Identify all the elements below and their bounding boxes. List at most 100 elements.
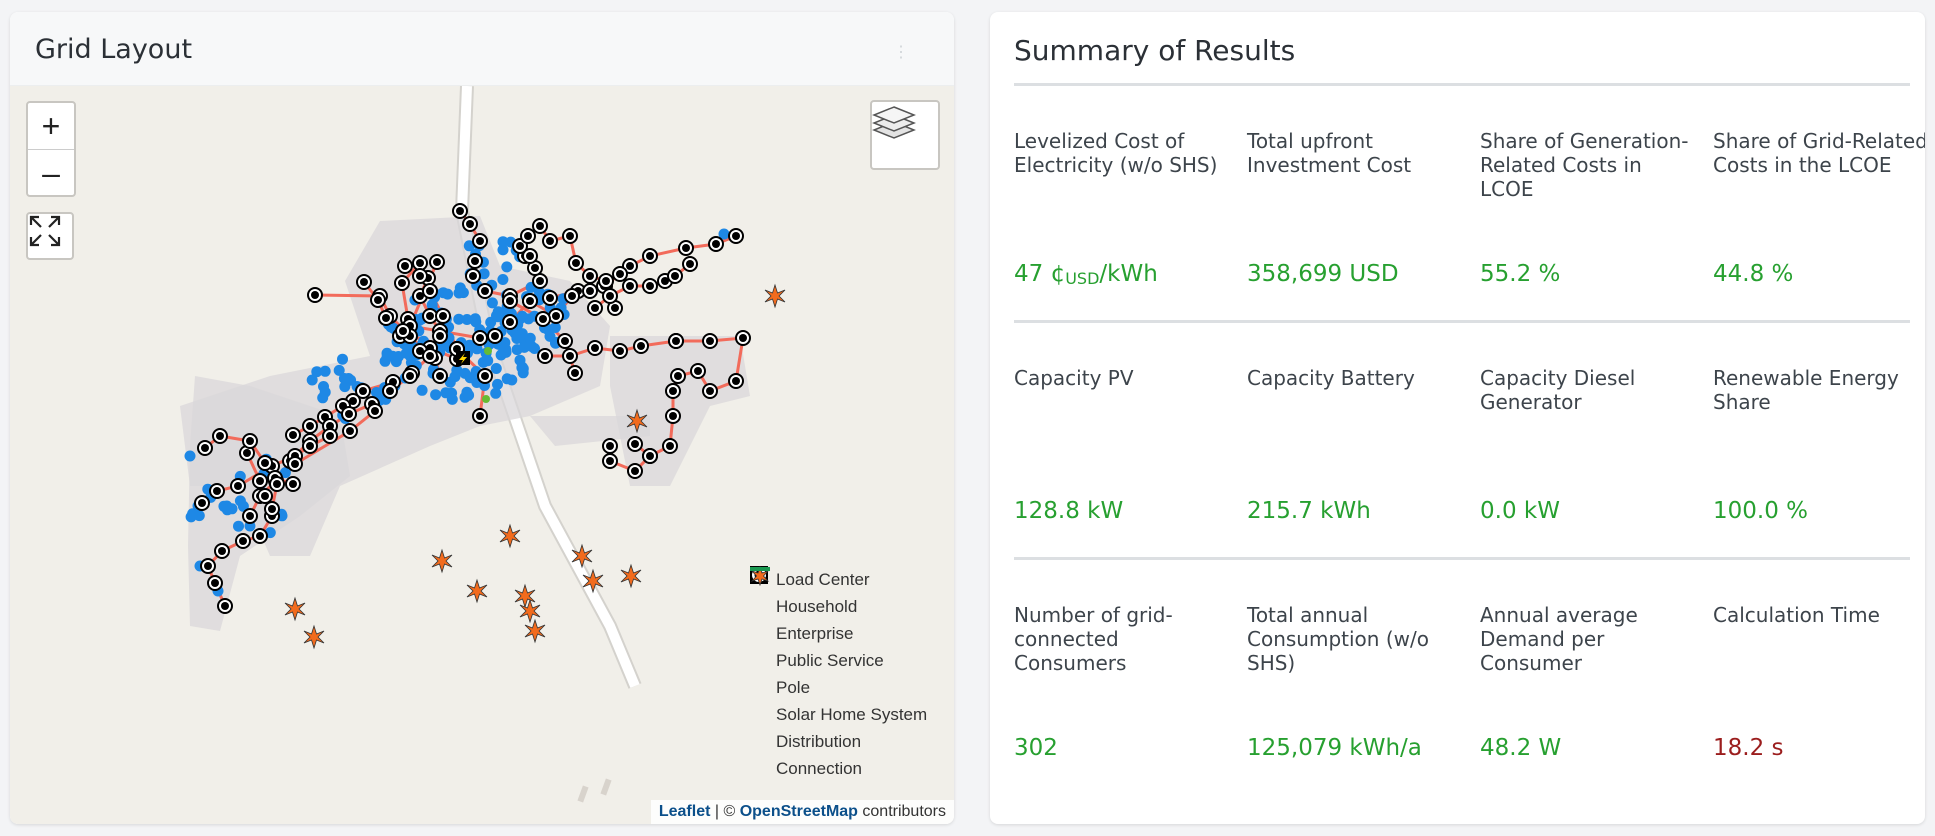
pole-marker[interactable] xyxy=(670,368,686,384)
household-marker[interactable] xyxy=(337,353,348,365)
household-marker[interactable] xyxy=(490,387,502,399)
household-marker[interactable] xyxy=(338,373,350,384)
household-marker[interactable] xyxy=(511,333,523,344)
pole-marker[interactable] xyxy=(665,408,681,424)
pole-marker[interactable] xyxy=(542,290,558,306)
household-marker[interactable] xyxy=(497,274,509,285)
pole-marker[interactable] xyxy=(612,343,628,359)
zoom-out-button[interactable]: – xyxy=(28,149,74,196)
pole-marker[interactable] xyxy=(257,455,273,471)
household-marker[interactable] xyxy=(461,386,473,398)
pole-marker[interactable] xyxy=(602,438,618,454)
pole-marker[interactable] xyxy=(557,333,573,349)
household-marker[interactable] xyxy=(544,330,556,342)
pole-marker[interactable] xyxy=(728,228,744,244)
pole-marker[interactable] xyxy=(322,428,338,444)
solar-home-system-marker[interactable] xyxy=(582,568,604,594)
household-marker[interactable] xyxy=(459,367,471,379)
household-marker[interactable] xyxy=(279,467,291,479)
pole-marker[interactable] xyxy=(356,274,372,290)
pole-marker[interactable] xyxy=(355,383,371,399)
pole-marker[interactable] xyxy=(302,438,318,454)
household-marker[interactable] xyxy=(486,297,498,309)
zoom-in-button[interactable]: + xyxy=(41,107,61,144)
solar-home-system-marker[interactable] xyxy=(514,583,536,609)
pole-marker[interactable] xyxy=(465,268,481,284)
pole-marker[interactable] xyxy=(242,433,258,449)
household-marker[interactable] xyxy=(319,365,331,377)
pole-marker[interactable] xyxy=(217,598,233,614)
solar-home-system-marker[interactable] xyxy=(284,596,306,622)
solar-home-system-marker[interactable] xyxy=(524,618,546,644)
household-marker[interactable] xyxy=(416,384,428,396)
household-marker[interactable] xyxy=(506,374,518,386)
pole-marker[interactable] xyxy=(472,233,488,249)
household-marker[interactable] xyxy=(526,340,537,352)
pole-marker[interactable] xyxy=(708,236,724,252)
pole-marker[interactable] xyxy=(537,348,553,364)
pole-marker[interactable] xyxy=(252,473,268,489)
solar-home-system-marker[interactable] xyxy=(519,598,541,624)
household-marker[interactable] xyxy=(492,311,504,323)
pole-marker[interactable] xyxy=(422,308,438,324)
household-marker[interactable] xyxy=(454,282,466,294)
map-view[interactable]: + – Load Center Househol xyxy=(10,86,954,824)
pole-marker[interactable] xyxy=(582,283,598,299)
pole-marker[interactable] xyxy=(397,258,413,274)
pole-marker[interactable] xyxy=(242,508,258,524)
pole-marker[interactable] xyxy=(394,275,410,291)
household-marker[interactable] xyxy=(442,288,454,300)
pole-marker[interactable] xyxy=(587,340,603,356)
pole-marker[interactable] xyxy=(432,368,448,384)
household-marker[interactable] xyxy=(400,347,412,359)
pole-marker[interactable] xyxy=(302,418,318,434)
pole-marker[interactable] xyxy=(342,423,358,439)
pole-marker[interactable] xyxy=(477,368,493,384)
pole-marker[interactable] xyxy=(378,310,394,326)
pole-marker[interactable] xyxy=(269,476,285,492)
household-marker[interactable] xyxy=(477,356,489,368)
household-marker[interactable] xyxy=(469,313,481,325)
pole-marker[interactable] xyxy=(402,368,418,384)
household-marker[interactable] xyxy=(514,354,526,366)
leaflet-link[interactable]: Leaflet xyxy=(658,803,711,820)
household-marker[interactable] xyxy=(306,374,318,386)
solar-home-system-marker[interactable] xyxy=(626,408,648,434)
household-marker[interactable] xyxy=(463,240,475,252)
pole-marker[interactable] xyxy=(602,288,618,304)
household-marker[interactable] xyxy=(446,393,458,405)
pole-marker[interactable] xyxy=(522,248,538,264)
pole-marker[interactable] xyxy=(422,283,438,299)
pole-marker[interactable] xyxy=(602,453,618,469)
household-marker[interactable] xyxy=(185,511,197,523)
pole-marker[interactable] xyxy=(532,218,548,234)
pole-marker[interactable] xyxy=(207,575,223,591)
pole-marker[interactable] xyxy=(682,256,698,272)
pole-marker[interactable] xyxy=(467,253,483,269)
pole-marker[interactable] xyxy=(194,495,210,511)
pole-marker[interactable] xyxy=(412,268,428,284)
pole-marker[interactable] xyxy=(582,268,598,284)
pole-marker[interactable] xyxy=(264,501,280,517)
map-canvas[interactable] xyxy=(10,86,954,824)
pole-marker[interactable] xyxy=(477,283,493,299)
household-marker[interactable] xyxy=(233,520,244,532)
pole-marker[interactable] xyxy=(642,448,658,464)
pole-marker[interactable] xyxy=(435,308,451,324)
pole-marker[interactable] xyxy=(307,287,323,303)
household-marker[interactable] xyxy=(718,228,730,240)
pole-marker[interactable] xyxy=(542,233,558,249)
household-marker[interactable] xyxy=(471,343,483,355)
pole-marker[interactable] xyxy=(235,533,251,549)
pole-marker[interactable] xyxy=(230,478,246,494)
pole-marker[interactable] xyxy=(520,228,536,244)
solar-home-system-marker[interactable] xyxy=(571,543,593,569)
osm-link[interactable]: OpenStreetMap xyxy=(739,803,858,820)
pole-marker[interactable] xyxy=(472,330,488,346)
household-marker[interactable] xyxy=(501,261,513,273)
household-marker[interactable] xyxy=(490,363,502,374)
pole-marker[interactable] xyxy=(257,488,273,504)
pole-marker[interactable] xyxy=(612,266,628,282)
pole-marker[interactable] xyxy=(487,328,503,344)
pole-marker[interactable] xyxy=(678,240,694,256)
